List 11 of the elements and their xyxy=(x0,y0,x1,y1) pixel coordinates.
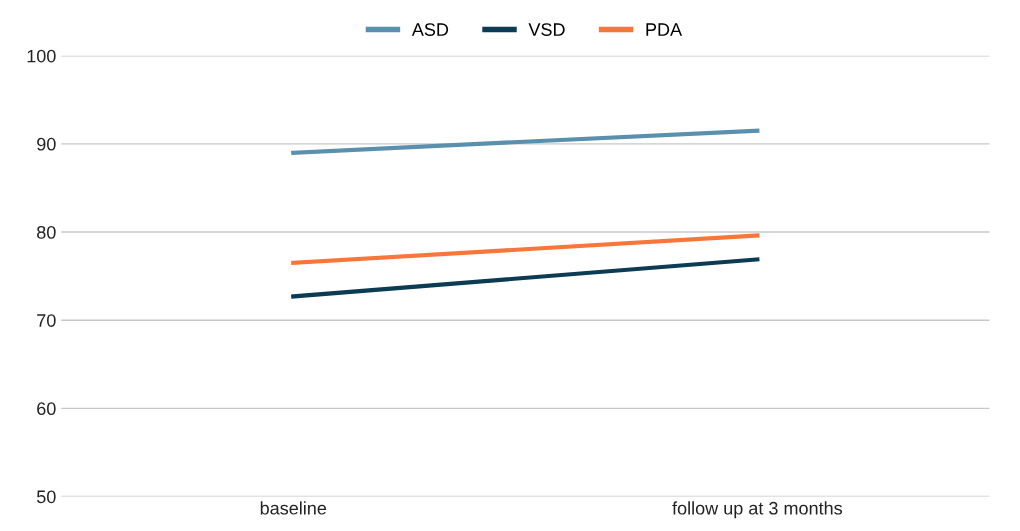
y-tick-label: 100 xyxy=(27,49,56,63)
y-tick-label: 50 xyxy=(36,490,56,504)
y-tick-label: 70 xyxy=(37,314,56,327)
y-tick-label: 90 xyxy=(37,137,56,151)
y-tick-label: 80 xyxy=(37,225,56,239)
legend-label: PDA xyxy=(646,23,683,36)
legend-label: ASD xyxy=(411,23,449,36)
x-tick-label: baseline xyxy=(260,501,327,515)
legend-label: VSD xyxy=(528,23,565,36)
y-tick-label: 60 xyxy=(37,402,56,416)
x-tick-label: follow up at 3 months xyxy=(672,501,843,519)
